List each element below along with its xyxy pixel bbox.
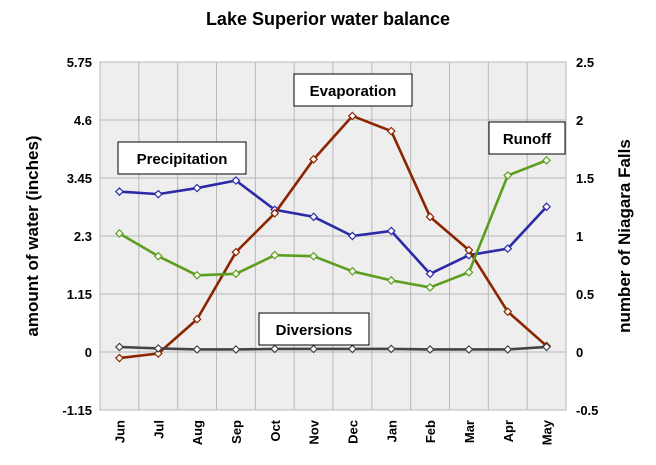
data-point-evaporation [425, 212, 435, 222]
data-point-diversions [270, 344, 280, 354]
annotation-diversions-box [258, 312, 370, 346]
annotation-runoff-label: Runoff [503, 131, 552, 148]
data-point-runoff [542, 155, 552, 165]
annotation-evaporation-label: Evaporation [310, 83, 397, 100]
data-point-evaporation [386, 126, 396, 136]
data-point-evaporation [464, 245, 474, 255]
data-point-runoff [386, 275, 396, 285]
data-point-precipitation [503, 244, 513, 254]
data-point-runoff [309, 251, 319, 261]
x-axis-ticks: Jun Jul Aug Sep Oct Nov Dec Jan Feb Mar Apr May [112, 419, 554, 445]
data-point-runoff [270, 250, 280, 260]
data-point-diversions [153, 344, 163, 353]
y-tick-label: 2.3 [74, 229, 92, 244]
data-point-runoff [425, 282, 435, 292]
annotation-precipitation-box [117, 141, 247, 175]
series-line-runoff [118, 159, 548, 289]
series-diversions [114, 342, 552, 354]
x-tick-label: Dec [345, 420, 360, 444]
y2-tick-label: 1 [576, 229, 583, 244]
x-tick-label: Jul [151, 420, 166, 439]
series-lines [114, 111, 552, 363]
series-line-diversions [119, 345, 547, 351]
data-point-diversions [309, 344, 319, 354]
data-point-runoff [503, 171, 513, 180]
data-point-evaporation [309, 154, 319, 164]
y-axis-title: amount of water (inches) [23, 135, 42, 336]
x-tick-label: Feb [423, 420, 438, 443]
y2-tick-label: 1.5 [576, 171, 594, 186]
data-point-diversions [114, 342, 124, 352]
data-point-diversions [192, 345, 202, 354]
x-tick-label: Jan [384, 420, 399, 442]
x-tick-label: Aug [190, 420, 205, 445]
data-point-evaporation [347, 111, 357, 121]
data-point-diversions [347, 344, 357, 354]
data-point-diversions [464, 345, 474, 354]
x-tick-label: Sep [229, 420, 244, 444]
grid-lines [99, 61, 567, 411]
y-tick-label: 5.75 [67, 55, 92, 70]
y-tick-label: 0 [85, 345, 92, 360]
annotation-diversions-label: Diversions [276, 322, 353, 339]
data-point-precipitation [309, 212, 319, 222]
annotation-diversions: Diversions [258, 312, 370, 346]
y2-tick-label: 2.5 [576, 55, 594, 70]
chart-title: Lake Superior water balance [206, 9, 450, 29]
x-tick-label: May [540, 419, 555, 445]
data-point-precipitation [347, 231, 357, 241]
data-point-evaporation [270, 208, 280, 218]
data-point-diversions [503, 345, 513, 354]
y2-tick-label: -0.5 [576, 403, 598, 418]
y-tick-label: 3.45 [67, 171, 92, 186]
data-point-precipitation [192, 183, 202, 193]
series-line-evaporation [119, 114, 548, 360]
data-point-evaporation [503, 307, 513, 317]
x-tick-label: Mar [462, 420, 477, 443]
data-point-precipitation [231, 176, 241, 185]
data-point-runoff [153, 251, 163, 261]
data-point-evaporation [192, 314, 202, 324]
data-point-runoff [114, 229, 124, 238]
y-tick-label: 4.6 [74, 113, 92, 128]
annotation-evaporation: Evaporation [293, 73, 413, 107]
data-point-diversions [386, 344, 396, 354]
y2-tick-label: 0.5 [576, 287, 594, 302]
data-point-evaporation [153, 349, 163, 358]
annotation-evaporation-box [293, 73, 413, 107]
y2-axis-title: number of Niagara Falls [615, 139, 634, 333]
data-point-runoff [347, 266, 357, 276]
series-runoff [114, 155, 552, 292]
y-tick-label: 1.15 [67, 287, 92, 302]
annotation-precipitation: Precipitation [117, 141, 247, 175]
y-tick-label: -1.15 [62, 403, 92, 418]
annotation-runoff: Runoff [488, 121, 566, 155]
data-point-evaporation [231, 247, 241, 257]
data-point-evaporation [114, 353, 124, 363]
data-point-precipitation [542, 202, 552, 212]
y2-tick-label: 0 [576, 345, 583, 360]
x-tick-label: Oct [268, 419, 283, 441]
data-point-runoff [231, 269, 241, 279]
annotation-runoff-box [488, 121, 566, 155]
data-point-runoff [192, 270, 202, 280]
x-tick-label: Jun [112, 420, 127, 443]
x-tick-label: Apr [501, 420, 516, 442]
data-point-diversions [425, 345, 435, 354]
data-point-diversions [542, 342, 552, 352]
data-point-precipitation [425, 269, 435, 279]
annotation-precipitation-label: Precipitation [137, 151, 228, 168]
data-point-precipitation [114, 187, 124, 197]
left-axis-ticks: 5.75 4.6 3.45 2.3 1.15 0 -1.15 [62, 55, 92, 418]
data-point-precipitation [153, 189, 163, 199]
data-point-runoff [464, 267, 474, 277]
y2-tick-label: 2 [576, 113, 583, 128]
x-tick-label: Nov [307, 419, 322, 444]
data-point-precipitation [386, 226, 396, 236]
right-axis-ticks: 2.5 2 1.5 1 0.5 0 -0.5 [576, 55, 598, 418]
data-point-diversions [231, 345, 241, 354]
